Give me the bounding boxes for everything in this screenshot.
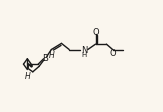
Text: B: B [42,54,48,63]
Polygon shape [27,64,32,68]
Text: N: N [81,46,87,55]
Text: H: H [24,72,30,81]
Text: H: H [49,51,54,60]
Text: O: O [109,49,116,58]
Text: H: H [81,52,87,58]
Text: O: O [92,27,99,36]
